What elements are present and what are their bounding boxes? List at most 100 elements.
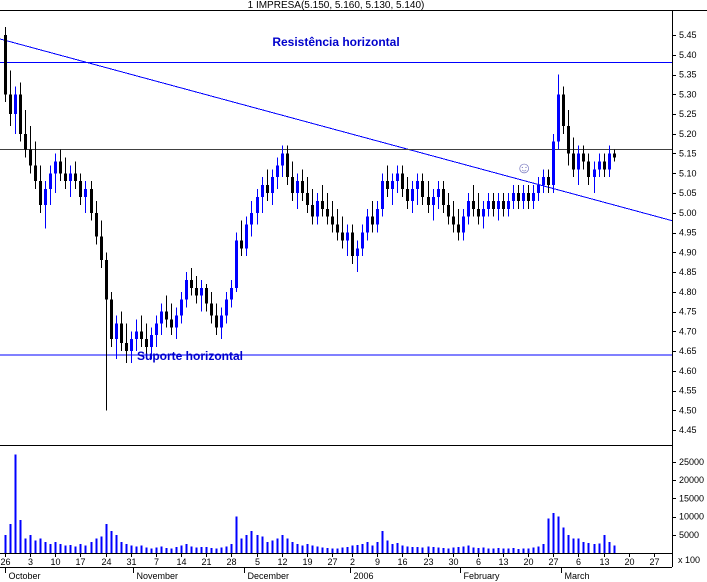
volume-bar [567, 534, 570, 553]
candle-body [447, 204, 450, 217]
candle-body [557, 94, 560, 142]
volume-bar [281, 534, 284, 553]
candle-body [512, 193, 515, 201]
date-tick-label: 6 [576, 557, 581, 567]
date-tick-label: 9 [375, 557, 380, 567]
volume-bar [341, 547, 344, 553]
volume-bar [145, 547, 148, 553]
volume-unit-label: x 100 [678, 555, 701, 565]
volume-bar [205, 547, 208, 553]
candle-body [230, 287, 233, 300]
volume-bar [557, 516, 560, 553]
candle-body [411, 189, 414, 201]
candle-body [90, 189, 93, 213]
candle-body [487, 200, 490, 209]
candle-body [391, 181, 394, 190]
candle-body [477, 208, 480, 217]
candle-bodies-layer [4, 35, 616, 351]
candle-body [427, 196, 430, 205]
candle-body [69, 173, 72, 182]
candle-body [452, 216, 455, 225]
candle-body [150, 335, 153, 348]
volume-bar [140, 545, 143, 553]
volume-bar [135, 546, 138, 553]
volume-bar [432, 547, 435, 553]
volume-bar [492, 548, 495, 553]
volume-bar [552, 512, 555, 553]
candle-body [145, 339, 148, 348]
volume-bar [276, 538, 279, 553]
volume-bar [115, 534, 118, 553]
volume-bar [346, 547, 349, 553]
price-tick-label: 5.30 [679, 89, 697, 99]
volume-bar [316, 546, 319, 553]
volume-bar [291, 542, 294, 553]
candle-body [437, 189, 440, 197]
volume-bar [250, 531, 253, 553]
candle-body [552, 141, 555, 186]
volume-bar [165, 547, 168, 553]
volume-bar [386, 540, 389, 553]
candle-body [507, 200, 510, 209]
candle-body [502, 200, 505, 209]
date-tick-label: 6 [476, 557, 481, 567]
volume-bar [271, 540, 274, 553]
volume-bar [598, 543, 601, 553]
date-tick-label: 28 [226, 557, 236, 567]
candle-body [306, 193, 309, 205]
candle-body [371, 216, 374, 225]
candle-body [180, 299, 183, 316]
volume-bar [105, 523, 108, 553]
candle-body [572, 153, 575, 170]
candle-body [361, 232, 364, 249]
candle-body [482, 208, 485, 217]
month-label: 2006 [354, 571, 374, 581]
candle-body [220, 315, 223, 328]
candle-body [175, 315, 178, 328]
level-lines-layer [0, 38, 673, 356]
candle-body [542, 177, 545, 186]
volume-bar [256, 534, 259, 553]
volume-bar [371, 545, 374, 553]
volume-bar [577, 538, 580, 553]
volume-bar [326, 547, 329, 553]
volume-bar [497, 547, 500, 553]
candle-body [250, 212, 253, 225]
descending-trendline [0, 38, 673, 222]
date-tick-label: 12 [277, 557, 287, 567]
candle-body [170, 319, 173, 328]
candle-body [200, 287, 203, 296]
volume-bar [19, 520, 22, 553]
volume-bar [562, 527, 565, 553]
month-label: March [565, 571, 590, 581]
candle-body [381, 181, 384, 209]
candle-body [261, 185, 264, 197]
date-tick-label: 20 [523, 557, 533, 567]
candle-body [29, 149, 32, 166]
date-tick-label: 23 [423, 557, 433, 567]
volume-bar [74, 546, 77, 553]
candle-body [331, 216, 334, 225]
volume-bar [361, 543, 364, 553]
volume-bar [547, 518, 550, 553]
candle-body [593, 169, 596, 178]
volume-bar [537, 546, 540, 553]
price-tick-label: 5.05 [679, 188, 697, 198]
support-label: Suporte horizontal [137, 349, 243, 363]
volume-bar [84, 545, 87, 553]
candle-body [271, 177, 274, 193]
price-tick-label: 5.25 [679, 109, 697, 119]
price-tick-label: 4.65 [679, 346, 697, 356]
candle-body [301, 181, 304, 193]
volume-bar [613, 545, 616, 553]
volume-bar [331, 548, 334, 553]
candle-body [406, 189, 409, 201]
candle-body [462, 216, 465, 233]
volume-bar [49, 543, 52, 553]
candle-body [64, 173, 67, 182]
volume-bar [215, 548, 218, 553]
candle-body [311, 204, 314, 217]
volume-bar [311, 545, 314, 553]
candle-body [19, 94, 22, 134]
